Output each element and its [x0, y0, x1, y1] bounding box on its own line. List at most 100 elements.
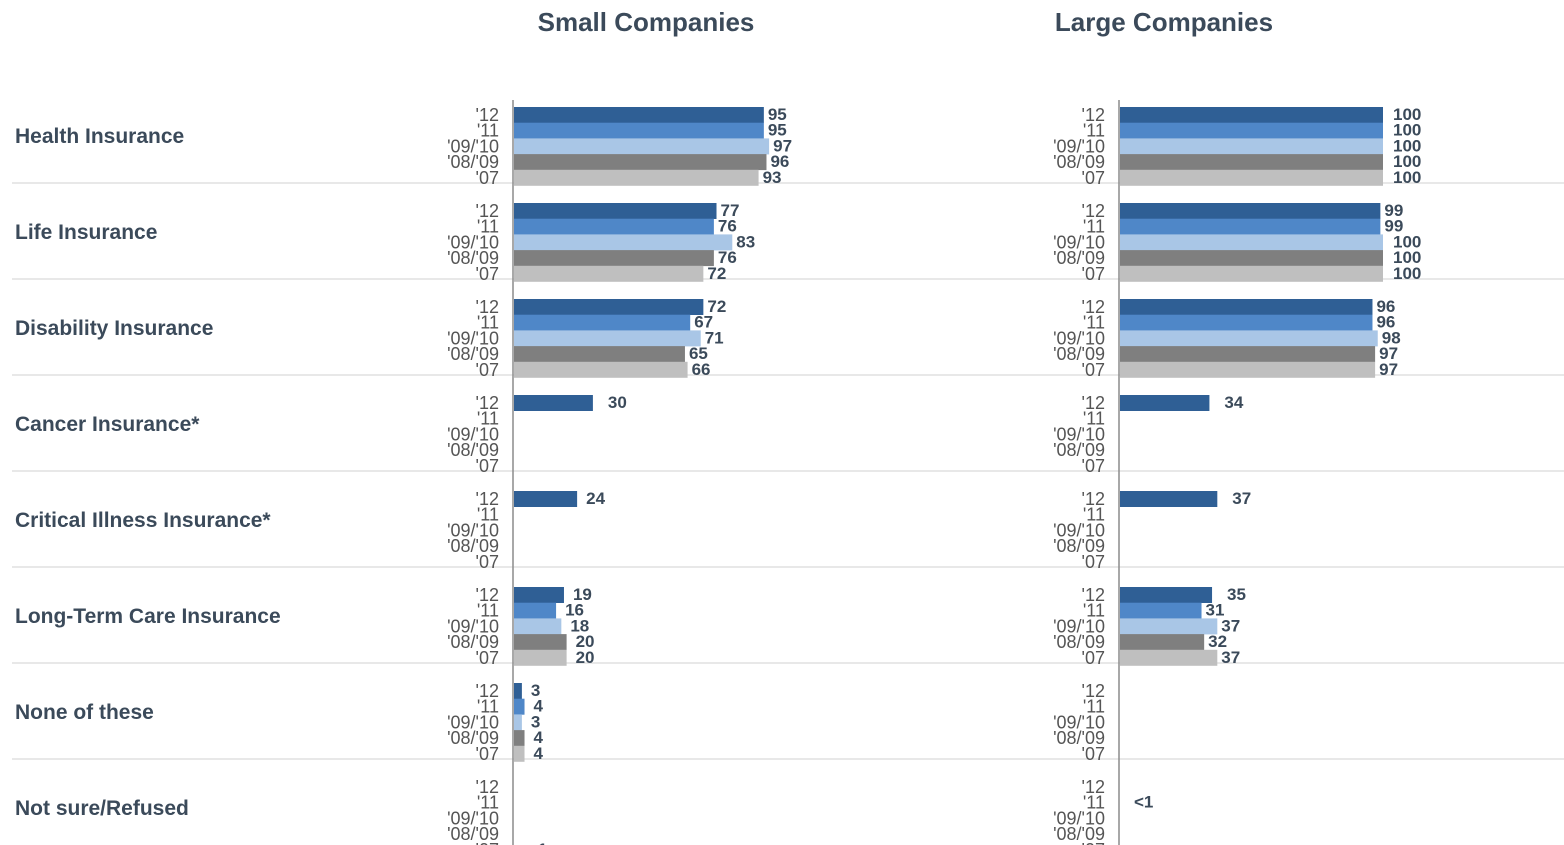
series-tick-label: '07: [476, 648, 499, 668]
bar: [514, 314, 691, 331]
series-tick-label: '07: [476, 456, 499, 476]
data-label: 66: [692, 360, 711, 379]
series-tick-label: '12: [476, 105, 499, 125]
bar: [514, 491, 578, 507]
series-tick-label: '08/'09: [1053, 152, 1105, 172]
bar: [1120, 618, 1218, 635]
series-tick-label: '12: [476, 489, 499, 509]
bar: [1120, 169, 1383, 186]
series-tick-label: '07: [1082, 744, 1105, 764]
category-label: Life Insurance: [15, 221, 157, 244]
bar: [1120, 299, 1373, 315]
series-tick-label: '12: [1082, 297, 1105, 317]
data-label: 3: [531, 712, 540, 731]
bar: [514, 649, 567, 666]
category-label: Long-Term Care Insurance: [15, 605, 281, 628]
bar: [1120, 491, 1218, 507]
data-label: 34: [1224, 393, 1243, 412]
data-label: 100: [1393, 105, 1421, 124]
data-label: 96: [1376, 313, 1395, 332]
data-label: 97: [1379, 360, 1398, 379]
data-label: 35: [1227, 585, 1246, 604]
series-tick-label: '07: [1082, 552, 1105, 572]
data-label: 37: [1221, 616, 1240, 635]
category-label: Critical Illness Insurance*: [15, 509, 271, 532]
data-label: 32: [1208, 632, 1227, 651]
series-tick-label: '09/'10: [447, 616, 499, 636]
data-label: 77: [721, 201, 740, 220]
data-label: 76: [718, 217, 737, 236]
bar: [1120, 346, 1376, 363]
data-label: 76: [718, 248, 737, 267]
bar: [1120, 649, 1218, 666]
data-label: 18: [570, 616, 589, 635]
series-tick-label: '07: [1082, 360, 1105, 380]
series-tick-label: '09/'10: [447, 808, 499, 828]
series-tick-label: '11: [477, 313, 499, 333]
data-label: 100: [1393, 136, 1421, 155]
series-tick-label: '11: [477, 217, 499, 237]
series-tick-label: '11: [1083, 217, 1105, 237]
series-tick-label: '09/'10: [1053, 520, 1105, 540]
series-tick-label: '11: [1083, 601, 1105, 621]
series-tick-label: '08/'09: [1053, 248, 1105, 268]
series-tick-label: '07: [476, 552, 499, 572]
series-tick-label: '08/'09: [1053, 536, 1105, 556]
series-tick-label: '08/'09: [447, 440, 499, 460]
bar: [1120, 395, 1210, 411]
series-tick-label: '07: [1082, 840, 1105, 845]
series-tick-label: '12: [476, 585, 499, 605]
data-label: 100: [1393, 168, 1421, 187]
series-tick-label: '08/'09: [447, 728, 499, 748]
bar: [514, 154, 767, 171]
data-label: 24: [586, 489, 605, 508]
series-tick-label: '12: [1082, 489, 1105, 509]
series-tick-label: '11: [1083, 697, 1105, 717]
data-label: 4: [534, 697, 544, 716]
data-label: 72: [707, 297, 726, 316]
bar: [1120, 314, 1373, 331]
series-tick-label: '09/'10: [447, 520, 499, 540]
bar: [514, 330, 701, 347]
data-label: 4: [534, 744, 544, 763]
data-label: 100: [1393, 121, 1421, 140]
bar: [1120, 138, 1383, 155]
series-tick-label: '11: [477, 601, 499, 621]
bar: [1120, 587, 1213, 603]
series-tick-label: '09/'10: [1053, 712, 1105, 732]
series-tick-label: '09/'10: [1053, 136, 1105, 156]
data-label: 20: [576, 648, 595, 667]
series-tick-label: '11: [477, 409, 499, 429]
data-label: 93: [763, 168, 782, 187]
bar: [514, 299, 704, 315]
series-tick-label: '09/'10: [447, 136, 499, 156]
series-tick-label: '11: [1083, 505, 1105, 525]
series-tick-label: '12: [476, 681, 499, 701]
panel-title-small: Small Companies: [538, 7, 755, 37]
series-tick-label: '12: [1082, 201, 1105, 221]
data-label: 4: [534, 728, 544, 747]
series-tick-label: '08/'09: [447, 824, 499, 844]
bar: [514, 138, 770, 155]
series-tick-label: '11: [1083, 121, 1105, 141]
bar: [514, 107, 764, 123]
bar: [514, 618, 562, 635]
series-tick-label: '08/'09: [1053, 440, 1105, 460]
series-tick-label: '07: [476, 264, 499, 284]
series-tick-label: '09/'10: [1053, 424, 1105, 444]
bar: [514, 698, 525, 715]
category-label: Disability Insurance: [15, 317, 213, 340]
bar: [514, 395, 593, 411]
data-label: 97: [773, 136, 792, 155]
bar: [1120, 218, 1381, 235]
series-tick-label: '12: [1082, 777, 1105, 797]
bar: [1120, 602, 1202, 619]
data-label: 98: [1382, 328, 1401, 347]
category-label: None of these: [15, 701, 154, 724]
panel-title-large: Large Companies: [1055, 7, 1273, 37]
bar: [514, 745, 525, 762]
data-label: 97: [1379, 344, 1398, 363]
data-label: 31: [1206, 601, 1225, 620]
data-label: 19: [573, 585, 592, 604]
series-tick-label: '07: [1082, 456, 1105, 476]
